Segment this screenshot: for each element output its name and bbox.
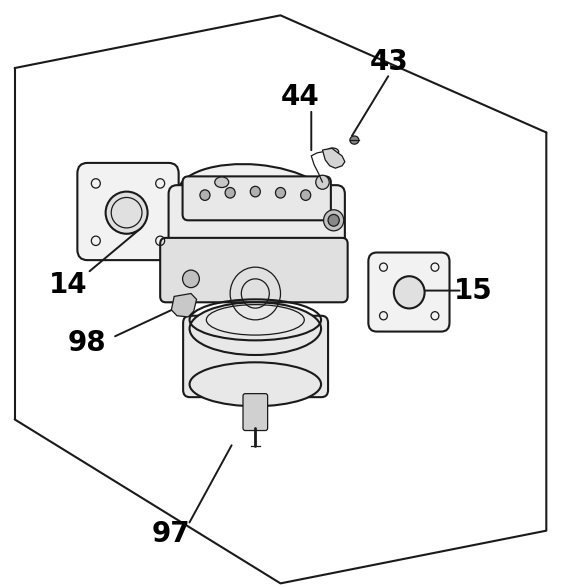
Circle shape	[301, 190, 311, 200]
Circle shape	[182, 270, 199, 288]
Circle shape	[200, 190, 210, 200]
Text: 98: 98	[68, 329, 107, 357]
Ellipse shape	[190, 302, 321, 355]
Ellipse shape	[177, 164, 333, 235]
Text: 14: 14	[49, 271, 87, 299]
Ellipse shape	[327, 148, 339, 156]
Polygon shape	[171, 294, 196, 317]
Ellipse shape	[190, 362, 321, 406]
Circle shape	[225, 187, 235, 198]
FancyBboxPatch shape	[183, 316, 328, 397]
FancyBboxPatch shape	[369, 252, 449, 332]
Ellipse shape	[105, 191, 148, 234]
Ellipse shape	[215, 177, 229, 187]
Circle shape	[250, 186, 260, 197]
Circle shape	[328, 214, 339, 226]
FancyBboxPatch shape	[243, 394, 268, 430]
FancyBboxPatch shape	[168, 185, 345, 270]
Text: 44: 44	[280, 83, 319, 112]
Polygon shape	[323, 149, 345, 168]
Text: 97: 97	[152, 519, 191, 548]
Text: 43: 43	[370, 48, 409, 76]
Text: 15: 15	[454, 276, 493, 305]
Circle shape	[316, 175, 329, 189]
Circle shape	[324, 210, 344, 231]
FancyBboxPatch shape	[77, 163, 178, 260]
Ellipse shape	[394, 276, 425, 308]
Ellipse shape	[350, 136, 359, 144]
FancyBboxPatch shape	[182, 176, 331, 220]
FancyBboxPatch shape	[160, 238, 348, 302]
Circle shape	[275, 187, 286, 198]
